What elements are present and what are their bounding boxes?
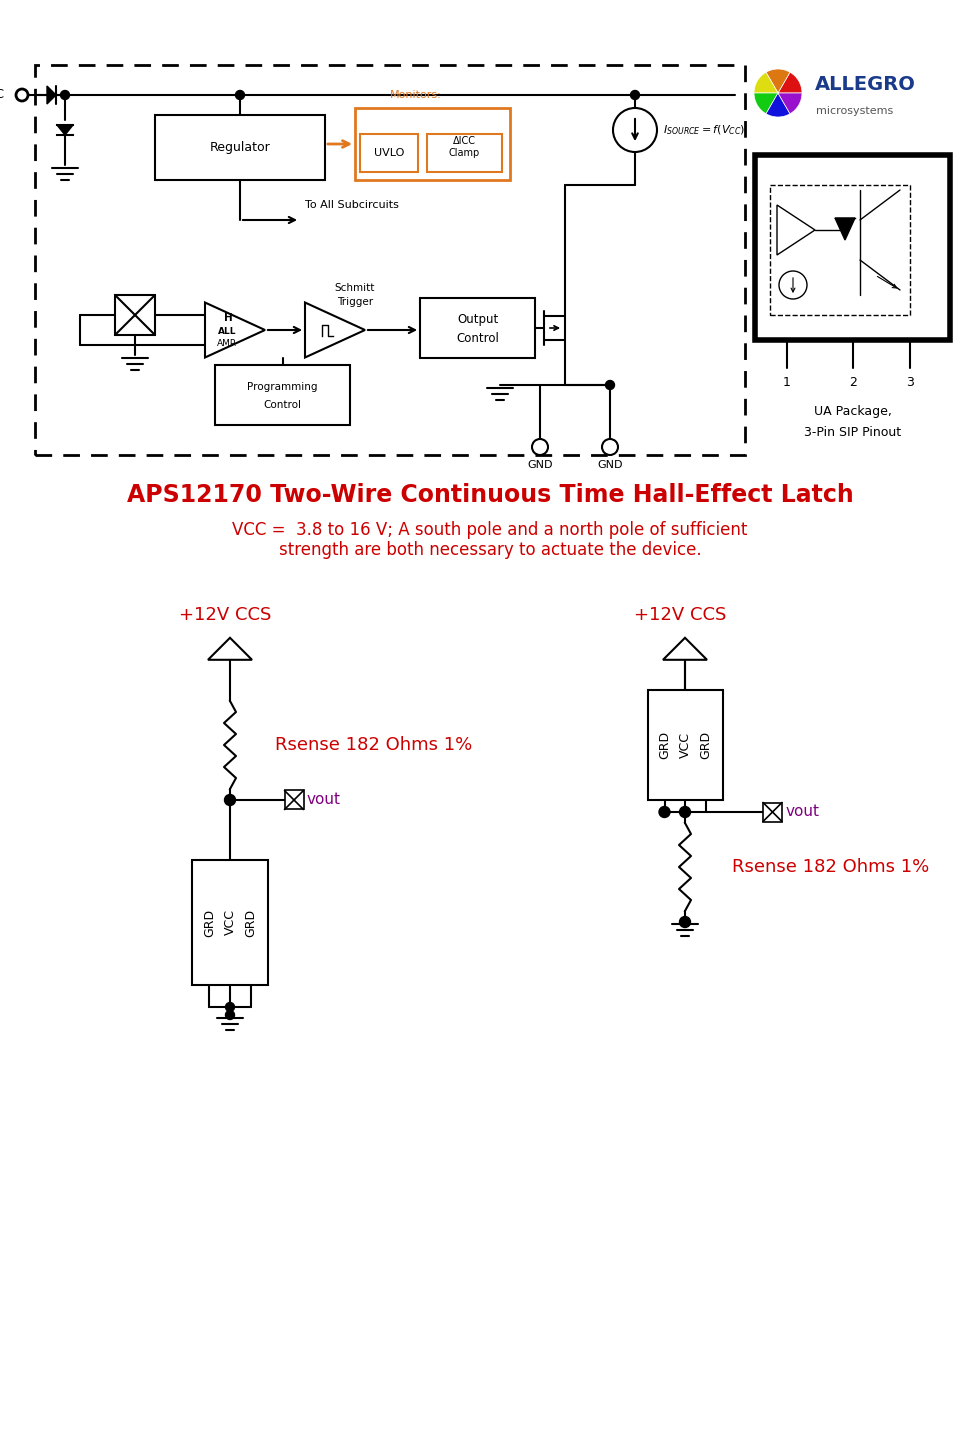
Circle shape <box>779 271 807 300</box>
Bar <box>155 115 325 180</box>
Bar <box>770 184 910 315</box>
Circle shape <box>679 806 691 818</box>
Text: Control: Control <box>456 331 499 344</box>
Text: UVLO: UVLO <box>373 148 404 158</box>
Circle shape <box>602 439 618 455</box>
Circle shape <box>532 439 548 455</box>
Bar <box>215 364 350 425</box>
Text: Monitors:: Monitors: <box>390 89 442 99</box>
Text: +12V CCS: +12V CCS <box>178 606 271 624</box>
Text: ALLEGRO: ALLEGRO <box>815 75 916 95</box>
Bar <box>648 690 722 801</box>
Bar <box>360 134 418 171</box>
Polygon shape <box>663 638 707 660</box>
Circle shape <box>679 916 691 927</box>
Circle shape <box>16 89 28 101</box>
Bar <box>192 860 268 985</box>
Bar <box>115 295 155 336</box>
Polygon shape <box>205 302 265 357</box>
Text: GRD: GRD <box>700 732 712 759</box>
Text: Output: Output <box>457 314 498 327</box>
Text: 3: 3 <box>906 376 914 389</box>
Wedge shape <box>766 69 790 94</box>
Text: $I_{SOURCE} = f(V_{CC})$: $I_{SOURCE} = f(V_{CC})$ <box>663 124 745 137</box>
Text: vout: vout <box>786 805 819 819</box>
Circle shape <box>659 806 670 818</box>
Polygon shape <box>47 86 56 104</box>
Text: 3-Pin SIP Pinout: 3-Pin SIP Pinout <box>804 425 901 439</box>
Text: GRD: GRD <box>658 732 671 759</box>
Text: Rsense 182 Ohms 1%: Rsense 182 Ohms 1% <box>275 736 472 755</box>
Bar <box>35 65 745 455</box>
Text: H: H <box>223 312 232 323</box>
Text: To All Subcircuits: To All Subcircuits <box>305 200 399 210</box>
Text: Rsense 182 Ohms 1%: Rsense 182 Ohms 1% <box>732 858 930 876</box>
Circle shape <box>630 91 640 99</box>
Text: ΔICC
Clamp: ΔICC Clamp <box>449 137 479 158</box>
Wedge shape <box>778 94 802 114</box>
Text: Schmitt: Schmitt <box>335 284 375 292</box>
Text: GRD: GRD <box>203 909 216 936</box>
Text: ALL: ALL <box>218 327 236 337</box>
Text: Regulator: Regulator <box>210 141 270 154</box>
Circle shape <box>235 91 244 99</box>
Wedge shape <box>766 94 790 117</box>
Polygon shape <box>835 217 855 240</box>
Wedge shape <box>778 72 802 94</box>
Circle shape <box>613 108 657 153</box>
Bar <box>355 108 510 180</box>
Polygon shape <box>777 204 815 255</box>
Circle shape <box>224 795 235 805</box>
Text: Trigger: Trigger <box>337 297 373 307</box>
Bar <box>763 802 782 821</box>
Wedge shape <box>754 72 778 94</box>
Circle shape <box>61 91 70 99</box>
Text: 2: 2 <box>849 376 857 389</box>
Polygon shape <box>208 638 252 660</box>
Text: +12V CCS: +12V CCS <box>634 606 726 624</box>
Text: VCC: VCC <box>223 910 236 936</box>
Bar <box>420 298 535 359</box>
Circle shape <box>225 1011 234 1020</box>
Text: GRD: GRD <box>244 909 258 936</box>
Text: UA Package,: UA Package, <box>813 406 892 419</box>
Circle shape <box>225 1002 234 1011</box>
Text: VCC: VCC <box>0 88 5 101</box>
Text: AMP.: AMP. <box>217 340 237 348</box>
Bar <box>284 791 304 809</box>
Wedge shape <box>754 94 778 114</box>
Text: 1: 1 <box>783 376 791 389</box>
Polygon shape <box>305 302 365 357</box>
Circle shape <box>606 380 614 389</box>
Text: GND: GND <box>597 459 622 469</box>
Text: VCC: VCC <box>678 732 692 757</box>
Text: microsystems: microsystems <box>816 107 893 117</box>
Text: APS12170 Two-Wire Continuous Time Hall-Effect Latch: APS12170 Two-Wire Continuous Time Hall-E… <box>126 482 854 507</box>
Circle shape <box>225 795 234 805</box>
Text: Programming: Programming <box>247 382 318 392</box>
Text: vout: vout <box>307 792 341 808</box>
Text: GND: GND <box>527 459 553 469</box>
Text: VCC =  3.8 to 16 V; A south pole and a north pole of sufficient
strength are bot: VCC = 3.8 to 16 V; A south pole and a no… <box>232 521 748 559</box>
Text: Control: Control <box>264 400 302 410</box>
Bar <box>427 134 502 171</box>
Bar <box>755 156 950 340</box>
Polygon shape <box>57 125 73 135</box>
